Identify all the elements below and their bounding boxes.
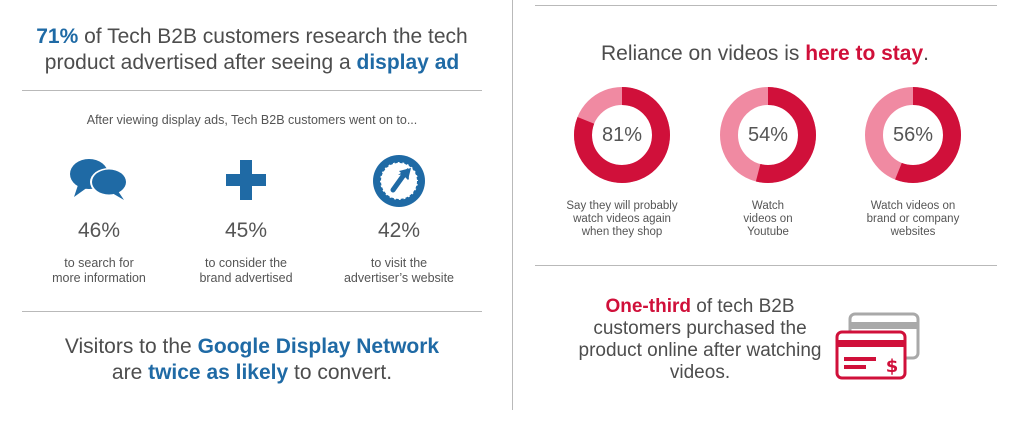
donut-desc-line: Say they will probably bbox=[566, 200, 678, 212]
stat-desc-search: to search for more information bbox=[24, 256, 174, 286]
videos-headline-text-1: Reliance on videos is bbox=[600, 42, 806, 65]
stat-desc-visit: to visit the advertiser’s website bbox=[324, 256, 474, 286]
donut-desc-line: websites bbox=[890, 226, 936, 238]
center-divider bbox=[512, 0, 513, 410]
gdn-line-2: are twice as likely to convert. bbox=[22, 360, 482, 386]
right-rule bbox=[535, 265, 997, 266]
headline-emphasis: display ad bbox=[356, 51, 460, 74]
one-third-statement: One-third of tech B2B customers purchase… bbox=[570, 296, 830, 384]
donut-desc-line: watch videos again bbox=[573, 213, 671, 225]
chat-bubbles-icon bbox=[68, 157, 130, 206]
stat-desc-consider: to consider the brand advertised bbox=[171, 256, 321, 286]
donut-desc-line: when they shop bbox=[581, 226, 663, 238]
gdn-text-1: Visitors to the bbox=[64, 335, 198, 358]
donut-desc-youtube: Watch videos on Youtube bbox=[698, 200, 838, 239]
headline-text: of Tech B2B customers research the tech … bbox=[44, 25, 468, 74]
videos-headline-text-2: . bbox=[923, 42, 929, 65]
plus-icon bbox=[226, 160, 266, 205]
donut-label-youtube: 54% bbox=[747, 124, 789, 146]
donut-desc-brand: Watch videos on brand or company website… bbox=[843, 200, 983, 239]
one-third-emphasis: One-third bbox=[605, 296, 691, 317]
videos-headline-emphasis: here to stay bbox=[805, 42, 924, 65]
donut-arc bbox=[720, 87, 816, 183]
stat-pct-search: 46% bbox=[77, 219, 121, 242]
top-right-rule bbox=[535, 5, 997, 6]
donut-desc-line: Watch bbox=[751, 200, 785, 212]
donut-desc-line: Youtube bbox=[747, 226, 789, 238]
donut-desc-line: videos on bbox=[743, 213, 793, 225]
gdn-emphasis-2: twice as likely bbox=[148, 361, 289, 384]
one-third-text: of tech B2B customers purchased the prod… bbox=[578, 296, 822, 383]
donut-chart-youtube: 54% bbox=[719, 86, 817, 189]
gdn-emphasis-1: Google Display Network bbox=[197, 335, 440, 358]
gdn-text-2: are bbox=[111, 361, 149, 384]
donut-desc-line: brand or company bbox=[866, 213, 960, 225]
credit-card-icon: $ bbox=[834, 312, 922, 387]
display-ad-headline: 71% of Tech B2B customers research the t… bbox=[22, 24, 482, 76]
gdn-line-1: Visitors to the Google Display Network bbox=[22, 334, 482, 360]
stat-desc-line: advertiser’s website bbox=[343, 271, 454, 285]
donut-desc-shop: Say they will probably watch videos agai… bbox=[552, 200, 692, 239]
videos-headline: Reliance on videos is here to stay. bbox=[535, 42, 995, 66]
donut-label-brand: 56% bbox=[892, 124, 934, 146]
donut-desc-line: Watch videos on bbox=[870, 200, 956, 212]
left-rule-1 bbox=[22, 90, 482, 91]
svg-text:$: $ bbox=[886, 356, 899, 377]
stat-pct-consider: 45% bbox=[224, 219, 268, 242]
stat-desc-line: to consider the bbox=[205, 256, 287, 270]
gdn-text-3: to convert. bbox=[288, 361, 393, 384]
google-display-network-statement: Visitors to the Google Display Network a… bbox=[22, 334, 482, 386]
stat-desc-line: to visit the bbox=[370, 256, 428, 270]
donut-label-shop: 81% bbox=[601, 124, 643, 146]
headline-pct: 71% bbox=[36, 25, 79, 48]
stat-desc-line: more information bbox=[52, 271, 146, 285]
stat-desc-line: brand advertised bbox=[199, 271, 293, 285]
cursor-circle-icon bbox=[372, 154, 426, 213]
left-rule-2 bbox=[22, 311, 482, 312]
donut-arc bbox=[574, 87, 670, 183]
stats-subhead: After viewing display ads, Tech B2B cust… bbox=[86, 113, 418, 127]
donut-arc bbox=[865, 87, 961, 183]
donut-chart-brand: 56% bbox=[864, 86, 962, 189]
stat-desc-line: to search for bbox=[64, 256, 134, 270]
stat-pct-visit: 42% bbox=[377, 219, 421, 242]
donut-chart-shop: 81% bbox=[573, 86, 671, 189]
